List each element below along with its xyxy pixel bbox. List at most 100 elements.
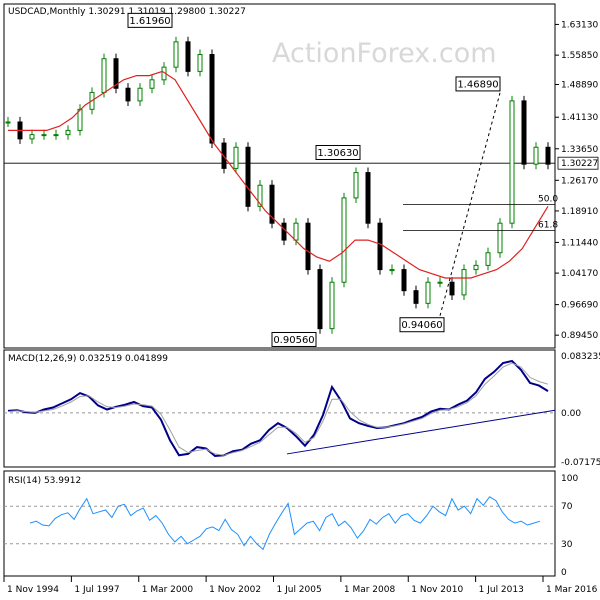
price-candle	[245, 146, 251, 207]
level-annotation-label: 1.46890	[457, 79, 498, 90]
price-candle	[317, 269, 323, 330]
price-candle	[365, 172, 371, 224]
price-tick-label: 1.48890	[561, 80, 598, 90]
current-price-box	[557, 156, 599, 170]
rsi-tick-label: 100	[561, 474, 578, 484]
macd-signal-line	[7, 362, 549, 456]
rsi-line	[29, 496, 541, 551]
level-annotation-box	[315, 144, 361, 160]
x-tick-label: 1 Nov 2002	[209, 585, 261, 595]
price-tick-label: 1.11440	[561, 238, 598, 248]
price-candle	[305, 222, 311, 271]
current-price-label: 1.30227	[561, 159, 598, 169]
price-panel-frame	[3, 3, 556, 349]
rsi-tick-label: 30	[561, 540, 573, 550]
price-candle	[377, 222, 383, 271]
rsi-y-axis: 100 70 30 0	[561, 474, 578, 578]
price-candle	[41, 134, 47, 137]
macd-tick-label: -0.071752	[561, 458, 600, 468]
rsi-series-layer	[4, 496, 555, 551]
macd-y-axis: 0.083235 0.00 -0.071752	[561, 352, 600, 468]
price-candle	[461, 269, 467, 296]
price-tick-label: 1.04170	[561, 269, 598, 279]
level-annotation-box	[271, 331, 317, 347]
price-y-axis: 0.89450 0.96690 1.04170 1.11440 1.18910 1.261…	[555, 20, 598, 341]
price-candle	[509, 100, 515, 224]
price-chart-title: USDCAD,Monthly 1.30291 1.31019 1.29800 1…	[8, 7, 246, 17]
price-candle	[473, 264, 479, 271]
x-tick-label: 1 Mar 2016	[546, 585, 598, 595]
macd-line	[7, 359, 549, 458]
price-candle	[197, 54, 203, 72]
fib-level-label: 50.0	[538, 194, 558, 204]
price-candle	[425, 281, 431, 304]
price-tick-label: 1.63130	[561, 20, 598, 30]
price-candle	[281, 222, 287, 241]
fib-level-label: 61.8	[538, 221, 558, 231]
price-candle	[77, 108, 83, 131]
price-candle	[545, 146, 551, 165]
price-tick-label: 1.33650	[561, 145, 598, 155]
level-annotation-label: 0.94060	[401, 320, 442, 331]
price-candle	[341, 197, 347, 283]
price-candle	[329, 281, 335, 330]
x-tick-label: 1 Jul 2013	[479, 585, 524, 595]
price-candle	[53, 134, 59, 137]
x-tick-label: 1 Jul 2005	[277, 585, 322, 595]
price-candle	[113, 58, 119, 89]
x-tick-label: 1 Nov 2010	[411, 585, 463, 595]
price-candle	[137, 87, 143, 102]
x-tick-label: 1 Nov 1994	[7, 585, 59, 595]
macd-tick-label: 0.083235	[561, 352, 600, 362]
price-annotations-layer: 50.0 61.8 1.61960 1.30630 0.90560 0.94060 1.46…	[127, 12, 558, 347]
rsi-tick-label: 0	[561, 568, 567, 578]
macd-tick-label: 0.00	[561, 409, 581, 419]
level-annotation-label: 0.90560	[273, 335, 314, 346]
price-tick-label: 1.41130	[561, 113, 598, 123]
price-tick-label: 1.55850	[561, 51, 598, 61]
price-candle	[293, 222, 299, 241]
level-annotation-box	[455, 76, 501, 92]
price-candle	[353, 172, 359, 199]
price-tick-label: 0.89450	[561, 331, 598, 341]
price-tick-label: 1.26170	[561, 176, 598, 186]
price-candle	[257, 184, 263, 207]
price-candle	[485, 252, 491, 266]
price-candle	[401, 269, 407, 292]
price-candle	[185, 41, 191, 72]
price-candle	[521, 100, 527, 165]
price-candle	[389, 269, 395, 272]
price-candle	[125, 87, 131, 102]
x-tick-label: 1 Mar 2008	[344, 585, 396, 595]
price-candle	[497, 222, 503, 254]
price-tick-label: 1.18910	[561, 207, 598, 217]
macd-support-trendline	[286, 409, 556, 455]
level-annotation-box	[399, 317, 445, 333]
price-candle	[437, 281, 443, 284]
price-candle	[65, 129, 71, 136]
watermark-text: ActionForex.com	[272, 38, 497, 69]
price-candle	[269, 184, 275, 224]
price-candle	[413, 290, 419, 304]
rsi-chart-title: RSI(14) 53.9912	[8, 476, 81, 486]
level-annotation-label: 1.30630	[317, 148, 358, 159]
price-candle	[449, 281, 455, 296]
price-candle	[209, 54, 215, 144]
rsi-panel-frame	[3, 470, 556, 577]
x-axis: 1 Nov 1994 1 Jul 1997 1 Mar 2000 1 Nov 2002…	[3, 576, 598, 595]
macd-chart-title: MACD(12,26,9) 0.032519 0.041899	[8, 354, 168, 364]
x-tick-label: 1 Jul 1997	[74, 585, 119, 595]
price-candle	[101, 58, 107, 93]
level-annotation-label: 1.61960	[129, 16, 170, 27]
x-tick-label: 1 Mar 2000	[142, 585, 194, 595]
moving-average-line	[8, 70, 549, 279]
macd-series-layer	[4, 359, 556, 458]
price-candle	[29, 134, 35, 140]
price-candle	[173, 41, 179, 68]
rsi-tick-label: 70	[561, 502, 573, 512]
price-candle	[5, 121, 11, 124]
level-annotation-box	[127, 12, 173, 28]
macd-panel-frame	[3, 349, 556, 468]
